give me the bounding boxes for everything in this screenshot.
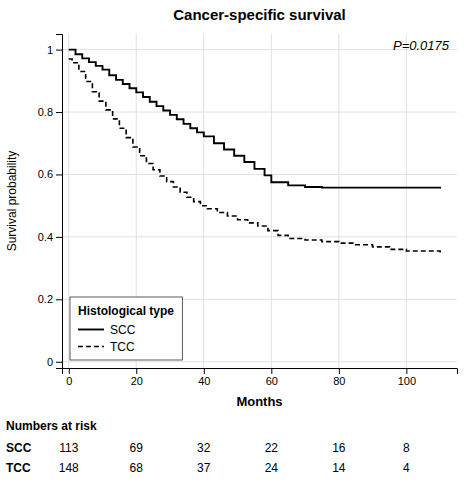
y-tick: 0 xyxy=(47,356,62,368)
legend-title: Histological type xyxy=(78,304,174,318)
x-axis-title: Months xyxy=(236,394,282,409)
survival-line xyxy=(69,50,440,189)
x-axis: 0 20 40 60 80 100 xyxy=(63,368,458,387)
x-tick-mark xyxy=(406,368,407,374)
chart: 0 20 40 60 80 100 0 0.2 0.4 0.6 0.8 1 Cancer-specifi… xyxy=(0,0,471,500)
x-tick: 20 xyxy=(131,368,143,387)
y-axis: 0 0.2 0.4 0.6 0.8 1 xyxy=(38,35,63,369)
grid-line-x xyxy=(203,34,204,368)
risk-row-label: TCC xyxy=(6,461,31,475)
risk-count: 8 xyxy=(403,441,410,455)
x-tick: 100 xyxy=(398,368,416,387)
risk-row-label: SCC xyxy=(6,441,32,455)
risk-count: 22 xyxy=(265,441,279,455)
x-tick: 0 xyxy=(66,368,72,387)
legend-swatch xyxy=(78,346,104,348)
grid-line-y xyxy=(62,112,457,113)
y-tick: 0.8 xyxy=(38,106,62,118)
x-axis-line xyxy=(63,369,458,375)
y-tick-label: 0.8 xyxy=(38,106,53,118)
y-tick-label: 1 xyxy=(47,44,53,56)
y-axis-title: Survival probability xyxy=(5,151,19,252)
risk-count: 69 xyxy=(130,441,144,455)
legend: Histological type SCC TCC xyxy=(70,297,182,360)
y-tick-mark xyxy=(56,50,62,51)
y-tick-label: 0 xyxy=(47,356,53,368)
grid-line-x xyxy=(338,34,339,368)
legend-label: SCC xyxy=(110,323,136,337)
x-tick-label: 100 xyxy=(398,375,416,387)
x-tick: 60 xyxy=(266,368,278,387)
risk-count: 37 xyxy=(197,461,211,475)
grid-line-x xyxy=(68,34,69,368)
legend-label: TCC xyxy=(110,340,135,354)
risk-count: 16 xyxy=(332,441,346,455)
risk-count: 148 xyxy=(59,461,79,475)
y-tick: 0.2 xyxy=(38,293,62,305)
x-tick-label: 20 xyxy=(131,375,143,387)
x-tick-label: 0 xyxy=(66,375,72,387)
risk-count: 68 xyxy=(130,461,144,475)
annotation: P=0.0175 xyxy=(393,38,450,53)
grid-line-y xyxy=(62,174,457,175)
plot-area xyxy=(69,50,440,253)
risk-table-title: Numbers at risk xyxy=(6,419,97,433)
y-tick-label: 0.6 xyxy=(38,168,53,180)
legend-box xyxy=(70,297,182,360)
y-tick-mark xyxy=(56,112,62,113)
grid xyxy=(62,34,457,368)
x-tick-label: 40 xyxy=(198,375,210,387)
grid-line-x xyxy=(271,34,272,368)
x-tick-mark xyxy=(271,368,272,374)
x-tick-mark xyxy=(204,368,205,374)
y-tick-mark xyxy=(56,362,62,363)
x-tick-label: 80 xyxy=(333,375,345,387)
y-tick: 0.6 xyxy=(38,168,62,180)
risk-count: 4 xyxy=(403,461,410,475)
survival-line xyxy=(69,59,440,253)
y-tick-mark xyxy=(56,299,62,300)
grid-line-x xyxy=(406,34,407,368)
x-tick: 40 xyxy=(198,368,210,387)
y-tick-label: 0.2 xyxy=(38,293,53,305)
risk-count: 14 xyxy=(332,461,346,475)
grid-line-y xyxy=(62,236,457,237)
y-tick: 0.4 xyxy=(38,231,62,243)
risk-count: 24 xyxy=(265,461,279,475)
x-tick-mark xyxy=(136,368,137,374)
y-tick-mark xyxy=(56,174,62,175)
x-tick-mark xyxy=(69,368,70,374)
y-tick: 1 xyxy=(47,44,62,56)
risk-count: 113 xyxy=(59,441,78,455)
x-tick: 80 xyxy=(333,368,345,387)
risk-table: Numbers at risk SCC 113 69 32 22 16 8 TCC 148 68 37… xyxy=(6,419,410,475)
grid-line-y xyxy=(62,361,457,362)
legend-swatch xyxy=(78,329,104,331)
y-axis-line xyxy=(56,35,63,369)
x-tick-mark xyxy=(339,368,340,374)
x-tick-label: 60 xyxy=(266,375,278,387)
title: Cancer-specific survival xyxy=(173,6,346,23)
y-tick-mark xyxy=(56,237,62,238)
y-tick-label: 0.4 xyxy=(38,231,53,243)
risk-count: 32 xyxy=(197,441,211,455)
